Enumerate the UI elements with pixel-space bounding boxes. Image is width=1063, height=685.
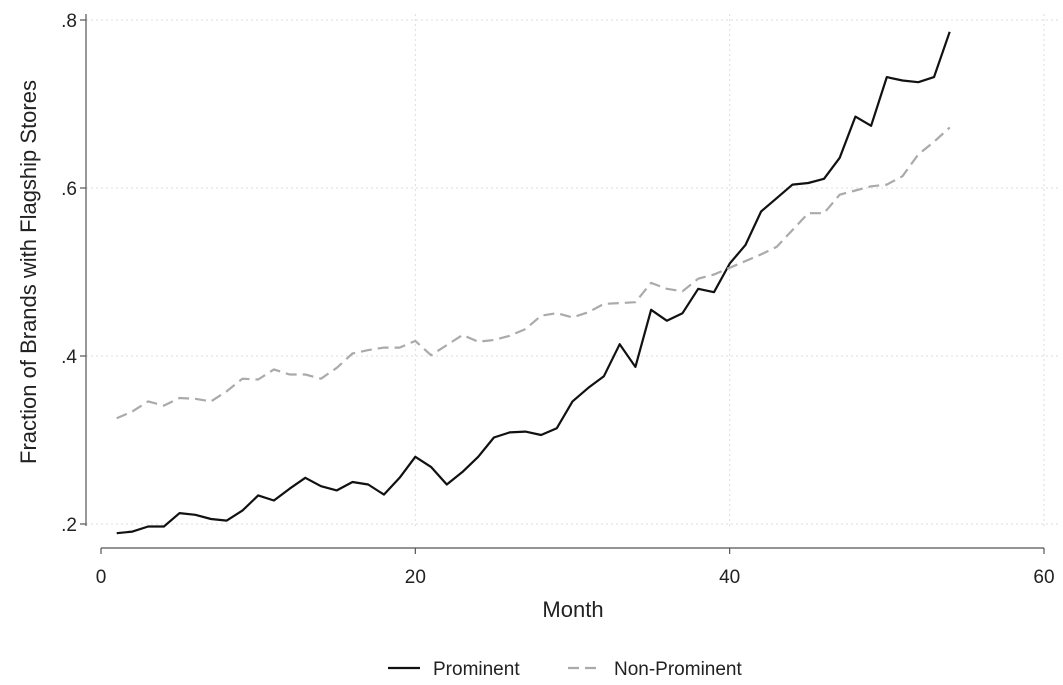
axes — [80, 14, 1045, 554]
y-tick-label: .8 — [61, 11, 77, 32]
x-tick-label: 0 — [96, 567, 107, 588]
grid-lines — [86, 14, 1059, 526]
tick-labels: .2 .4 .6 .8 0 20 40 60 — [61, 11, 1054, 588]
y-tick-label: .6 — [61, 179, 77, 200]
x-axis-title: Month — [542, 597, 603, 622]
y-axis-title: Fraction of Brands with Flagship Stores — [16, 80, 41, 464]
x-tick-label: 60 — [1033, 567, 1054, 588]
y-tick-label: .2 — [61, 515, 77, 536]
series-line-non-prominent — [116, 126, 951, 420]
series-layer — [116, 31, 951, 535]
x-tick-label: 40 — [719, 567, 740, 588]
legend-label-non-prominent: Non-Prominent — [614, 659, 742, 680]
y-tick-label: .4 — [61, 347, 77, 368]
series-line-prominent — [116, 31, 951, 535]
legend-label-prominent: Prominent — [433, 659, 520, 680]
x-tick-label: 20 — [405, 567, 426, 588]
legend: Prominent Non-Prominent — [388, 659, 742, 680]
